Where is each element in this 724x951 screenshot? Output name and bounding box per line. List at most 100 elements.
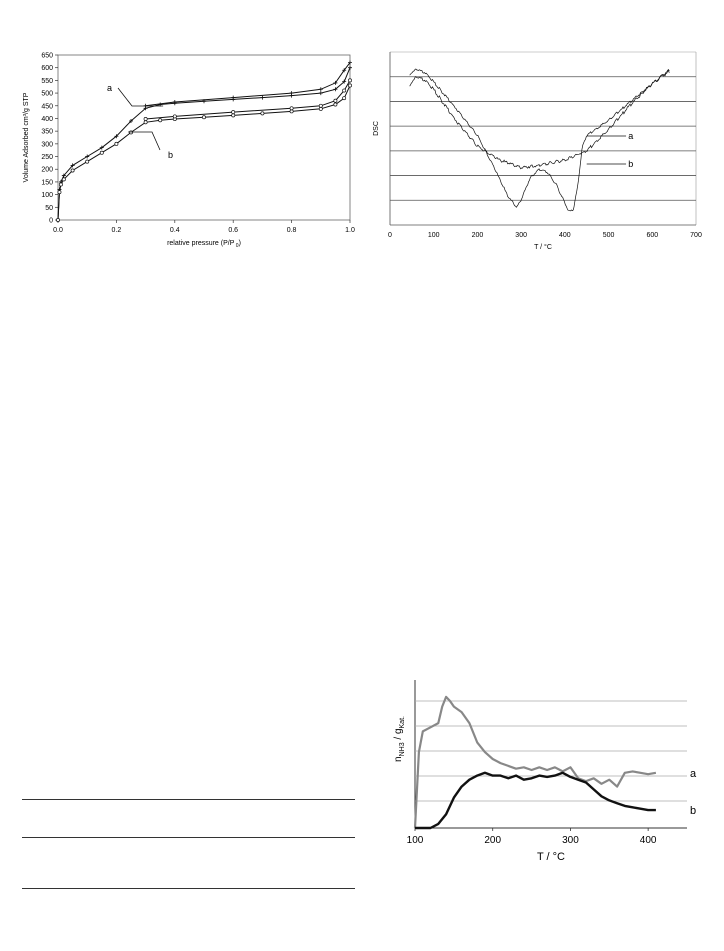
data-point-b	[289, 106, 294, 111]
data-point-a	[172, 99, 177, 104]
data-point-a	[348, 65, 352, 70]
data-point-a	[70, 163, 75, 168]
data-point-a	[85, 154, 90, 159]
y-tick-label: 650	[41, 53, 53, 60]
data-point-a	[61, 173, 66, 178]
x-axis-label: T / °C	[537, 851, 565, 863]
data-point-a	[333, 87, 338, 92]
x-tick-label: 0.0	[53, 227, 63, 234]
x-axis-label: T / °C	[534, 243, 552, 251]
data-point-b	[318, 103, 323, 108]
annotation-label-b: b	[628, 159, 633, 169]
data-point-b	[348, 78, 352, 83]
data-point-b	[260, 111, 265, 116]
y-tick-label: 550	[41, 78, 53, 85]
data-point-a	[333, 80, 338, 85]
y-tick-label: 450	[41, 103, 53, 110]
x-tick-label: 500	[603, 232, 615, 239]
tpd-chart: 100 200 300 400 T / °C nNH3 / gKat. a b	[393, 680, 697, 863]
x-tick-label: 300	[562, 835, 579, 846]
dsc-trace-a	[409, 70, 670, 170]
annotation-leader-b	[128, 131, 161, 151]
y-tick-label: 500	[41, 91, 53, 98]
y-tick-label: 50	[45, 205, 53, 212]
annotation-label-a: a	[628, 131, 633, 141]
y-axis-label: nNH3 / gKat.	[393, 716, 406, 762]
dsc-chart: 0 100 200 300 400 500 600 700 T / °C DSC a b	[373, 51, 702, 251]
data-point-b	[143, 120, 148, 125]
isotherm-figure: 0 50 100 150 200 250 300 350 400 450 500 550 600 650 0…	[0, 40, 360, 260]
annotation-label-b: b	[168, 150, 173, 160]
x-tick-label: 200	[472, 232, 484, 239]
data-point-b	[342, 88, 347, 93]
data-point-a	[231, 95, 236, 100]
y-tick-label: 350	[41, 129, 53, 136]
data-point-b	[202, 115, 206, 120]
series-line-a-adsorption	[57, 67, 351, 221]
data-point-b	[143, 117, 148, 121]
x-tick-label: 300	[515, 232, 527, 239]
y-tick-label: 400	[41, 116, 53, 123]
data-point-b	[172, 114, 177, 119]
plot-frame	[57, 54, 351, 221]
x-tick-label: 1.0	[345, 227, 355, 234]
data-point-b	[342, 96, 347, 101]
table-bottom-rule	[22, 888, 355, 889]
y-axis-label: Volume Adsorbed cm³/g STP	[23, 92, 30, 182]
data-point-b	[57, 190, 62, 195]
series-line-a-desorption	[145, 62, 351, 107]
y-tick-label: 0	[49, 218, 53, 225]
data-point-b	[85, 159, 90, 164]
isotherm-chart: 0 50 100 150 200 250 300 350 400 450 500 550 600 650 0…	[23, 53, 355, 250]
data-point-b	[348, 83, 352, 88]
data-point-b	[58, 182, 63, 187]
x-tick-label: 400	[640, 835, 657, 846]
table-top-rule	[22, 799, 355, 800]
x-tick-label: 600	[646, 232, 658, 239]
y-tick-label: 600	[41, 65, 53, 72]
y-tick-label: 300	[41, 141, 53, 148]
x-tick-label: 700	[690, 232, 702, 239]
data-point-a	[99, 145, 104, 150]
data-point-b	[231, 113, 236, 118]
data-point-a	[342, 68, 347, 73]
data-point-b	[99, 150, 104, 155]
data-point-b	[70, 168, 75, 173]
curve-label-b: b	[690, 805, 696, 817]
data-point-a	[114, 134, 119, 139]
series-line-b-adsorption	[57, 85, 351, 221]
y-tick-label: 250	[41, 154, 53, 161]
data-point-b	[114, 141, 119, 146]
data-point-b	[129, 130, 133, 135]
data-point-a	[289, 91, 294, 96]
data-point-b	[158, 118, 163, 123]
y-tick-label: 150	[41, 179, 53, 186]
data-point-b	[231, 110, 236, 115]
x-tick-label: 0	[388, 232, 392, 239]
x-tick-label: 100	[407, 835, 424, 846]
data-point-a	[129, 119, 133, 123]
x-tick-label: 0.2	[112, 227, 122, 234]
annotation-leader-a	[117, 87, 164, 107]
x-axis-label: relative pressure (P/P 0)	[167, 240, 241, 249]
y-tick-label: 100	[41, 192, 53, 199]
data-point-a	[348, 60, 352, 65]
series-line-b-desorption	[145, 80, 351, 120]
data-point-b	[333, 102, 338, 107]
curve-label-a: a	[690, 768, 697, 780]
x-tick-label: 100	[428, 232, 440, 239]
x-tick-label: 0.8	[287, 227, 297, 234]
dsc-trace-b	[409, 68, 670, 212]
x-tick-label: 400	[559, 232, 571, 239]
data-point-a	[318, 91, 323, 96]
tpd-curve-b	[415, 771, 656, 830]
data-point-b	[333, 98, 338, 103]
data-point-b	[56, 218, 60, 222]
y-tick-label: 200	[41, 167, 53, 174]
annotation-label-a: a	[107, 83, 112, 93]
x-tick-label: 200	[484, 835, 501, 846]
data-point-a	[318, 87, 323, 92]
table-mid-rule	[22, 837, 355, 838]
data-point-b	[61, 177, 66, 182]
data-point-a	[260, 95, 265, 100]
